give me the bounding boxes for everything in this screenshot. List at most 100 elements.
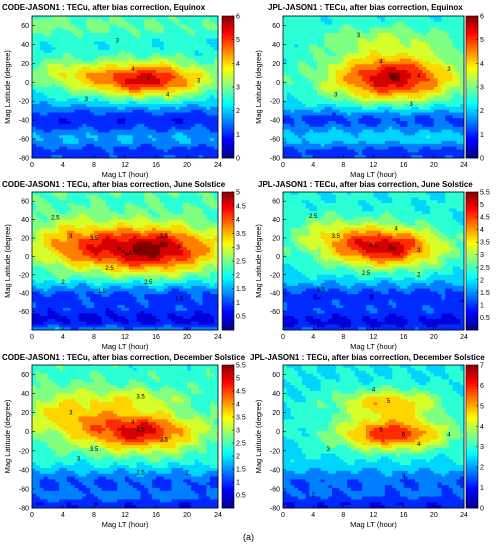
x-tick-label: 24	[214, 162, 222, 169]
colorbar-segment	[222, 72, 234, 76]
heatmap-cell	[109, 98, 114, 102]
heatmap-cell	[298, 140, 303, 145]
heatmap-cell	[328, 61, 333, 65]
heatmap-cell	[407, 118, 412, 122]
heatmap-cell	[343, 123, 348, 128]
heatmap-cell	[384, 33, 389, 37]
heatmap-cell	[437, 78, 442, 82]
heatmap-cell	[86, 75, 91, 79]
heatmap-cell	[392, 129, 397, 133]
heatmap-cell	[171, 50, 176, 54]
heatmap-cell	[286, 75, 291, 79]
heatmap-cell	[430, 27, 435, 31]
heatmap-cell	[183, 72, 188, 77]
heatmap-cell	[441, 104, 446, 108]
heatmap-cell	[369, 78, 374, 82]
heatmap-cell	[187, 104, 192, 108]
heatmap-cell	[460, 67, 465, 71]
heatmap-cell	[301, 24, 307, 28]
heatmap-cell	[32, 44, 37, 48]
heatmap-cell	[448, 55, 454, 59]
heatmap-cell	[163, 146, 169, 150]
heatmap-cell	[152, 121, 157, 125]
heatmap-cell	[328, 129, 333, 133]
heatmap-cell	[39, 95, 45, 99]
heatmap-cell	[109, 33, 114, 37]
heatmap-cell	[399, 98, 405, 102]
heatmap-cell	[445, 44, 450, 48]
heatmap-cell	[63, 44, 68, 48]
heatmap-cell	[179, 55, 184, 59]
heatmap-cell	[365, 132, 371, 136]
heatmap-cell	[74, 123, 79, 128]
heatmap-cell	[411, 24, 416, 28]
heatmap-cell	[136, 50, 141, 54]
heatmap-cell	[82, 118, 87, 122]
heatmap-cell	[411, 121, 416, 125]
heatmap-cell	[430, 132, 435, 136]
heatmap-cell	[283, 101, 288, 105]
heatmap-cell	[301, 132, 307, 136]
heatmap-cell	[210, 18, 215, 23]
heatmap-cell	[460, 149, 465, 153]
heatmap-cell	[113, 55, 118, 59]
heatmap-cell	[97, 55, 103, 59]
heatmap-cell	[445, 92, 450, 96]
heatmap-cell	[90, 72, 95, 77]
heatmap-cell	[335, 155, 340, 159]
heatmap-cell	[441, 81, 446, 85]
heatmap-cell	[121, 138, 126, 142]
heatmap-cell	[117, 58, 122, 62]
heatmap-cell	[187, 47, 192, 51]
heatmap-cell	[179, 89, 184, 94]
heatmap-cell	[403, 50, 408, 54]
heatmap-cell	[354, 50, 359, 54]
heatmap-cell	[294, 152, 299, 156]
heatmap-cell	[183, 41, 188, 45]
heatmap-cell	[128, 126, 134, 130]
heatmap-cell	[63, 64, 68, 68]
heatmap-cell	[381, 140, 386, 145]
heatmap-cell	[194, 129, 200, 133]
heatmap-cell	[32, 58, 37, 62]
heatmap-cell	[94, 52, 99, 57]
colorbar-segment	[222, 129, 234, 133]
heatmap-cell	[105, 115, 110, 119]
heatmap-cell	[156, 106, 161, 111]
heatmap-cell	[362, 138, 367, 142]
heatmap-cell	[210, 118, 215, 122]
heatmap-cell	[388, 129, 393, 133]
heatmap-cell	[35, 132, 41, 136]
heatmap-cell	[202, 55, 207, 59]
heatmap-cell	[452, 24, 457, 28]
heatmap-cell	[433, 143, 438, 148]
heatmap-cell	[437, 72, 442, 77]
heatmap-cell	[148, 135, 153, 139]
heatmap-cell	[283, 129, 288, 133]
heatmap-cell	[156, 115, 161, 119]
heatmap-cell	[117, 44, 122, 48]
heatmap-cell	[358, 123, 363, 128]
heatmap-cell	[32, 98, 37, 102]
heatmap-cell	[298, 98, 303, 102]
heatmap-cell	[105, 50, 110, 54]
heatmap-cell	[156, 126, 161, 130]
heatmap-cell	[286, 126, 291, 130]
heatmap-cell	[445, 64, 450, 68]
heatmap-cell	[148, 152, 153, 156]
heatmap-cell	[39, 143, 45, 148]
heatmap-cell	[86, 58, 91, 62]
heatmap-cell	[392, 44, 397, 48]
heatmap-cell	[283, 140, 288, 145]
colorbar-segment	[222, 155, 234, 159]
heatmap-cell	[59, 38, 64, 42]
heatmap-cell	[354, 52, 359, 57]
heatmap-cell	[202, 112, 207, 116]
heatmap-cell	[190, 115, 196, 119]
heatmap-cell	[313, 21, 318, 25]
heatmap-cell	[105, 92, 110, 96]
heatmap-cell	[347, 84, 352, 88]
heatmap-cell	[301, 112, 307, 116]
heatmap-cell	[152, 33, 157, 37]
y-tick-label: 20	[272, 61, 280, 68]
